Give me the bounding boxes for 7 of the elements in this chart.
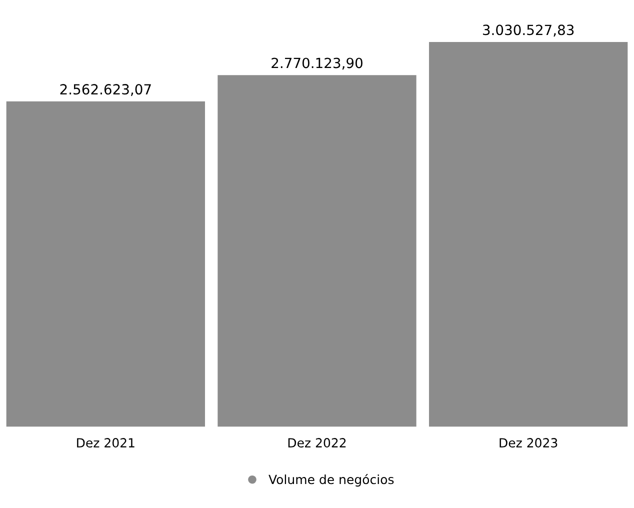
x-tick-label: Dez 2021 (77, 438, 134, 448)
x-tick-label: Dez 2022 (288, 438, 346, 448)
data-label: 2.562.623,07 (60, 84, 151, 96)
data-label: 3.030.527,83 (483, 24, 574, 37)
legend-label: Volume de negócios (268, 474, 394, 487)
x-tick-label: Dez 2023 (500, 438, 558, 448)
data-label: 2.770.123,90 (272, 58, 362, 70)
